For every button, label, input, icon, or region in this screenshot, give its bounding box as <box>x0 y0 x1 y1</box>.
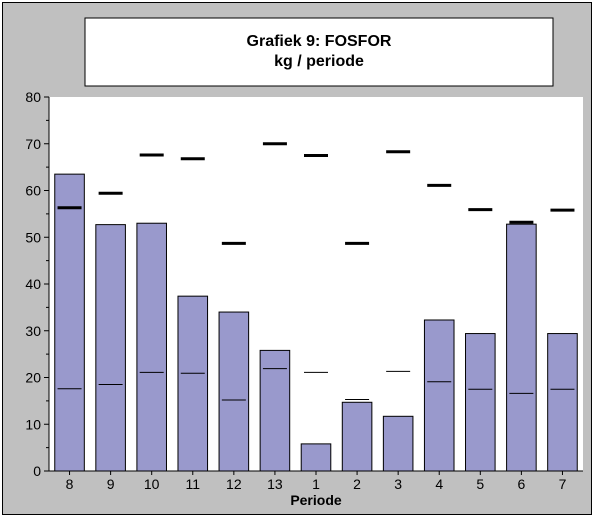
bar-5 <box>465 333 496 472</box>
bar-4 <box>423 319 455 472</box>
bar-1 <box>300 443 332 472</box>
y-tick-label-20: 20 <box>25 370 41 386</box>
bar-9 <box>95 224 126 472</box>
x-tick-label-6: 6 <box>517 476 525 492</box>
x-tick-label-4: 4 <box>435 476 443 492</box>
title-box <box>84 17 554 87</box>
y-tick-label-70: 70 <box>25 136 41 152</box>
y-tick-label-10: 10 <box>25 416 41 432</box>
x-tick-label-10: 10 <box>144 476 160 492</box>
x-axis-label: Periode <box>290 492 342 508</box>
y-tick-label-60: 60 <box>25 183 41 199</box>
bar-13 <box>259 349 291 472</box>
x-tick-label-2: 2 <box>353 476 361 492</box>
chart-title: Grafiek 9: FOSFOR <box>247 33 392 50</box>
x-tick-label-3: 3 <box>394 476 402 492</box>
x-tick-label-13: 13 <box>267 476 283 492</box>
x-tick-label-12: 12 <box>226 476 242 492</box>
x-tick-label-11: 11 <box>185 476 200 492</box>
plot-area <box>49 97 583 471</box>
x-tick-label-7: 7 <box>559 476 567 492</box>
bar-6 <box>506 223 537 472</box>
bar-3 <box>382 415 414 472</box>
bar-10 <box>136 222 167 472</box>
x-tick-label-9: 9 <box>107 476 115 492</box>
chart-subtitle: kg / periode <box>274 53 364 70</box>
y-tick-label-30: 30 <box>25 323 41 339</box>
bar-8 <box>54 173 85 472</box>
bar-12 <box>218 311 250 472</box>
x-tick-label-5: 5 <box>476 476 484 492</box>
bar-7 <box>547 333 578 472</box>
y-tick-label-40: 40 <box>25 276 41 292</box>
y-tick-label-50: 50 <box>25 229 41 245</box>
bar-11 <box>177 295 209 472</box>
x-tick-label-1: 1 <box>312 476 320 492</box>
bar-2 <box>341 401 373 472</box>
x-tick-label-8: 8 <box>66 476 74 492</box>
y-tick-label-0: 0 <box>33 463 41 479</box>
y-tick-label-80: 80 <box>25 89 41 105</box>
